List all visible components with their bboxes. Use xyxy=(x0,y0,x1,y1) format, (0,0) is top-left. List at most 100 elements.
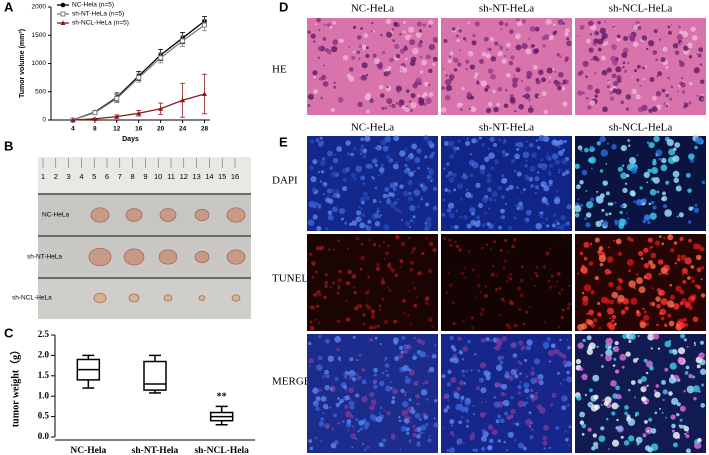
cell xyxy=(515,368,518,371)
cell xyxy=(449,153,454,159)
cell xyxy=(318,334,322,339)
cell xyxy=(434,398,438,403)
cell xyxy=(448,212,455,219)
cell xyxy=(408,226,411,229)
cell xyxy=(348,387,354,394)
cell xyxy=(361,201,365,205)
cell xyxy=(556,221,560,226)
cell xyxy=(679,301,684,306)
cell xyxy=(566,40,572,47)
cell xyxy=(500,297,505,302)
cell xyxy=(373,367,378,373)
cell xyxy=(469,207,476,214)
cell xyxy=(380,163,385,168)
cell xyxy=(410,102,417,109)
cell xyxy=(502,399,510,407)
cell xyxy=(447,399,450,402)
cell xyxy=(621,164,625,167)
cell xyxy=(688,55,693,59)
cell xyxy=(670,24,673,26)
marker xyxy=(136,75,142,81)
cell xyxy=(611,411,616,416)
cell xyxy=(553,348,560,355)
cell xyxy=(337,356,341,360)
cell xyxy=(594,72,597,75)
cell xyxy=(443,39,448,43)
cell xyxy=(507,325,512,330)
cell xyxy=(650,263,656,270)
cell xyxy=(523,446,527,451)
cell xyxy=(605,337,613,346)
cell xyxy=(408,398,412,402)
cell xyxy=(524,310,529,314)
cell xyxy=(615,66,622,73)
cell xyxy=(473,413,476,416)
cell xyxy=(357,217,363,222)
cell xyxy=(583,241,590,248)
cell xyxy=(551,343,556,349)
cell xyxy=(411,246,417,251)
cell xyxy=(486,222,491,226)
cell xyxy=(498,44,501,47)
cell xyxy=(409,204,416,212)
cell xyxy=(637,25,642,30)
cell xyxy=(592,433,597,438)
cell xyxy=(333,85,337,89)
cell xyxy=(607,246,610,249)
cell xyxy=(425,422,429,426)
cell xyxy=(381,51,386,55)
cell xyxy=(522,95,525,98)
cell xyxy=(551,153,559,160)
cell xyxy=(390,192,395,198)
cell xyxy=(616,75,622,81)
cell xyxy=(425,216,432,223)
cell xyxy=(309,325,315,331)
cell xyxy=(513,74,515,77)
cell xyxy=(528,411,532,415)
cell xyxy=(373,373,377,377)
cell xyxy=(647,333,655,341)
cell xyxy=(359,427,364,431)
cell xyxy=(480,435,488,442)
y-tick-label: 2.5 xyxy=(38,329,50,339)
cell xyxy=(495,274,498,277)
cell xyxy=(495,382,502,388)
cell xyxy=(371,21,374,25)
cell xyxy=(443,395,448,400)
cell xyxy=(345,140,351,146)
cell xyxy=(628,144,631,147)
cell xyxy=(652,333,660,340)
cell xyxy=(615,369,620,374)
cell xyxy=(503,238,508,243)
cell xyxy=(679,322,686,329)
cell xyxy=(489,136,495,143)
cell xyxy=(403,391,408,395)
cell xyxy=(416,148,422,154)
cell xyxy=(425,237,428,240)
cell xyxy=(648,417,653,422)
cell xyxy=(317,171,320,174)
cell xyxy=(624,306,629,311)
x-tick-label: 12 xyxy=(113,126,121,133)
cell xyxy=(361,368,366,373)
cell xyxy=(682,280,687,284)
cell xyxy=(413,286,417,290)
cell xyxy=(308,341,312,346)
cell xyxy=(349,404,355,410)
cell xyxy=(337,239,340,242)
cell xyxy=(421,251,425,256)
cell xyxy=(464,399,471,406)
box xyxy=(143,360,167,391)
cell xyxy=(522,151,530,159)
cell xyxy=(542,265,547,269)
cell xyxy=(382,145,389,152)
cell xyxy=(680,333,686,339)
ruler-number: 15 xyxy=(218,172,226,181)
cell xyxy=(416,442,421,447)
cell xyxy=(481,52,487,57)
cell xyxy=(424,202,430,207)
cell xyxy=(313,40,316,43)
cell xyxy=(668,339,672,343)
cell xyxy=(585,75,589,79)
cell xyxy=(413,353,416,355)
